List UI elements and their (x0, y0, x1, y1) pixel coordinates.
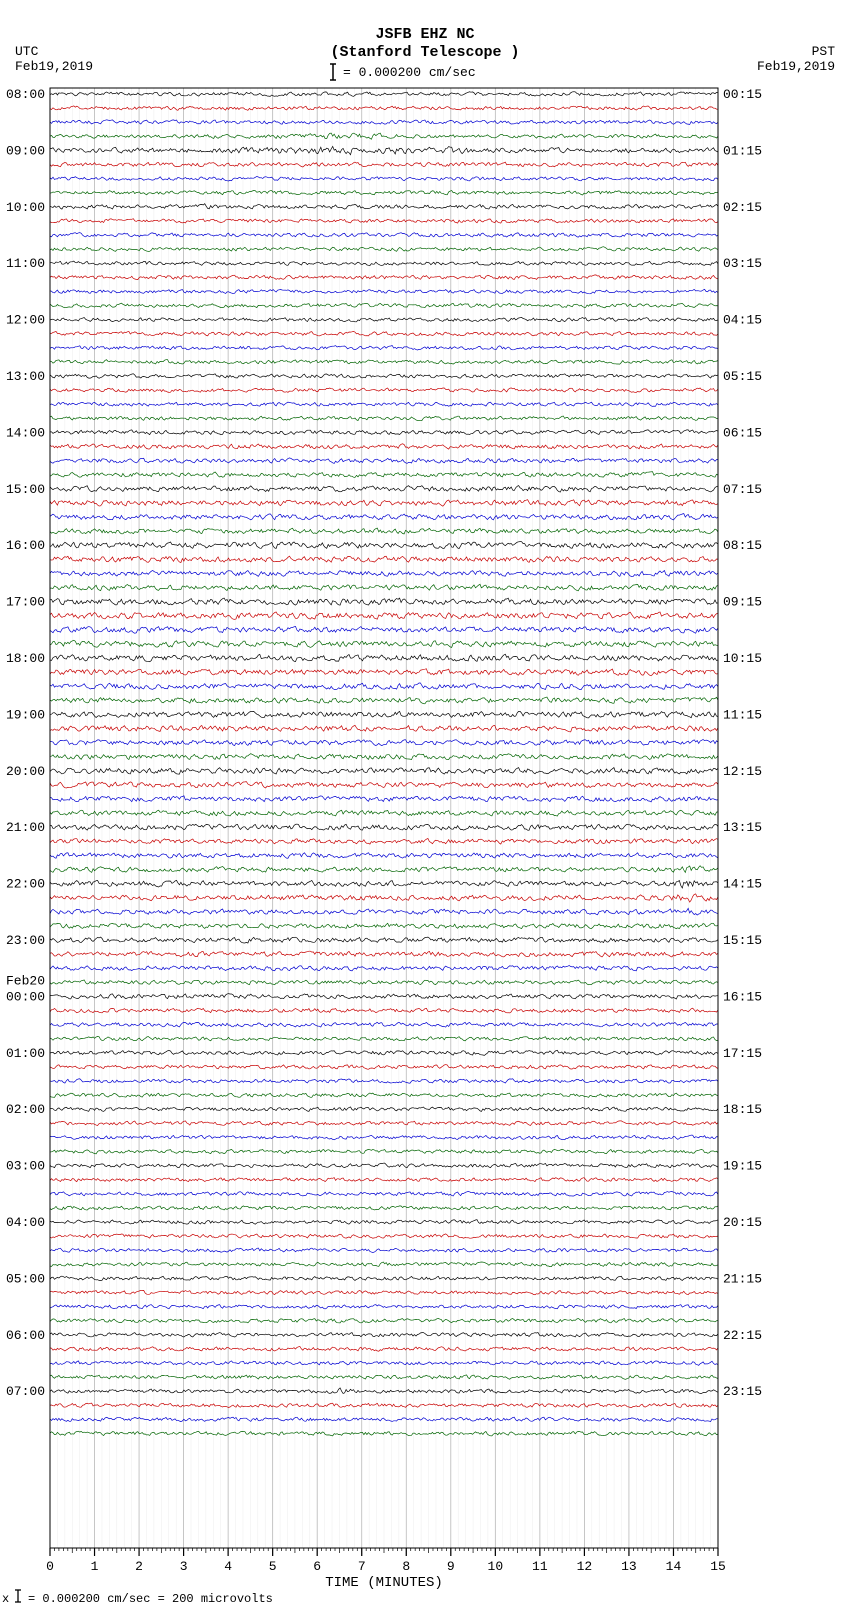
utc-label: 23:00 (6, 933, 45, 948)
x-tick: 10 (488, 1559, 504, 1574)
pst-label: 14:15 (723, 877, 762, 892)
left-date: Feb19,2019 (15, 59, 93, 74)
seismogram-plot: JSFB EHZ NC(Stanford Telescope ) = 0.0002… (0, 0, 850, 1613)
pst-label: 01:15 (723, 143, 762, 158)
left-tz: UTC (15, 44, 39, 59)
utc-label: 10:00 (6, 200, 45, 215)
x-tick: 13 (621, 1559, 637, 1574)
pst-label: 08:15 (723, 538, 762, 553)
utc-label: 11:00 (6, 256, 45, 271)
right-date: Feb19,2019 (757, 59, 835, 74)
x-tick: 8 (402, 1559, 410, 1574)
pst-label: 02:15 (723, 200, 762, 215)
utc-label: 03:00 (6, 1159, 45, 1174)
pst-label: 09:15 (723, 595, 762, 610)
x-tick: 11 (532, 1559, 548, 1574)
pst-label: 21:15 (723, 1271, 762, 1286)
pst-label: 04:15 (723, 313, 762, 328)
x-tick: 5 (269, 1559, 277, 1574)
pst-label: 07:15 (723, 482, 762, 497)
utc-label: 05:00 (6, 1271, 45, 1286)
utc-label: 02:00 (6, 1102, 45, 1117)
utc-label: 00:00 (6, 989, 45, 1004)
pst-label: 13:15 (723, 820, 762, 835)
right-tz: PST (812, 44, 836, 59)
utc-label: 21:00 (6, 820, 45, 835)
x-tick: 15 (710, 1559, 726, 1574)
utc-label: 13:00 (6, 369, 45, 384)
x-tick: 7 (358, 1559, 366, 1574)
utc-label: 07:00 (6, 1384, 45, 1399)
x-tick: 14 (666, 1559, 682, 1574)
station-name: (Stanford Telescope ) (330, 44, 519, 61)
utc-label: 01:00 (6, 1046, 45, 1061)
utc-label: 06:00 (6, 1328, 45, 1343)
pst-label: 11:15 (723, 707, 762, 722)
x-axis-label: TIME (MINUTES) (325, 1575, 443, 1591)
pst-label: 05:15 (723, 369, 762, 384)
utc-label: 17:00 (6, 595, 45, 610)
station-id: JSFB EHZ NC (375, 26, 474, 43)
utc-label: 18:00 (6, 651, 45, 666)
pst-label: 00:15 (723, 87, 762, 102)
pst-label: 18:15 (723, 1102, 762, 1117)
pst-label: 10:15 (723, 651, 762, 666)
utc-label: 12:00 (6, 313, 45, 328)
utc-label: 22:00 (6, 877, 45, 892)
pst-label: 23:15 (723, 1384, 762, 1399)
utc-label: 04:00 (6, 1215, 45, 1230)
utc-label: 16:00 (6, 538, 45, 553)
utc-label: 14:00 (6, 425, 45, 440)
utc-label: 08:00 (6, 87, 45, 102)
pst-label: 12:15 (723, 764, 762, 779)
utc-label: 20:00 (6, 764, 45, 779)
pst-label: 19:15 (723, 1159, 762, 1174)
utc-label: 09:00 (6, 143, 45, 158)
pst-label: 16:15 (723, 989, 762, 1004)
x-tick: 12 (577, 1559, 593, 1574)
scale-text: = 0.000200 cm/sec (343, 65, 476, 80)
pst-label: 17:15 (723, 1046, 762, 1061)
x-tick: 4 (224, 1559, 232, 1574)
x-tick: 2 (135, 1559, 143, 1574)
pst-label: 22:15 (723, 1328, 762, 1343)
footer-scale: = 0.000200 cm/sec = 200 microvolts (28, 1592, 273, 1606)
utc-label: 15:00 (6, 482, 45, 497)
date-marker: Feb20 (6, 973, 45, 988)
x-tick: 0 (46, 1559, 54, 1574)
x-tick: 1 (91, 1559, 99, 1574)
pst-label: 20:15 (723, 1215, 762, 1230)
x-tick: 6 (313, 1559, 321, 1574)
pst-label: 06:15 (723, 425, 762, 440)
x-tick: 9 (447, 1559, 455, 1574)
utc-label: 19:00 (6, 707, 45, 722)
pst-label: 03:15 (723, 256, 762, 271)
x-tick: 3 (180, 1559, 188, 1574)
pst-label: 15:15 (723, 933, 762, 948)
footer-prefix: x (2, 1592, 9, 1606)
